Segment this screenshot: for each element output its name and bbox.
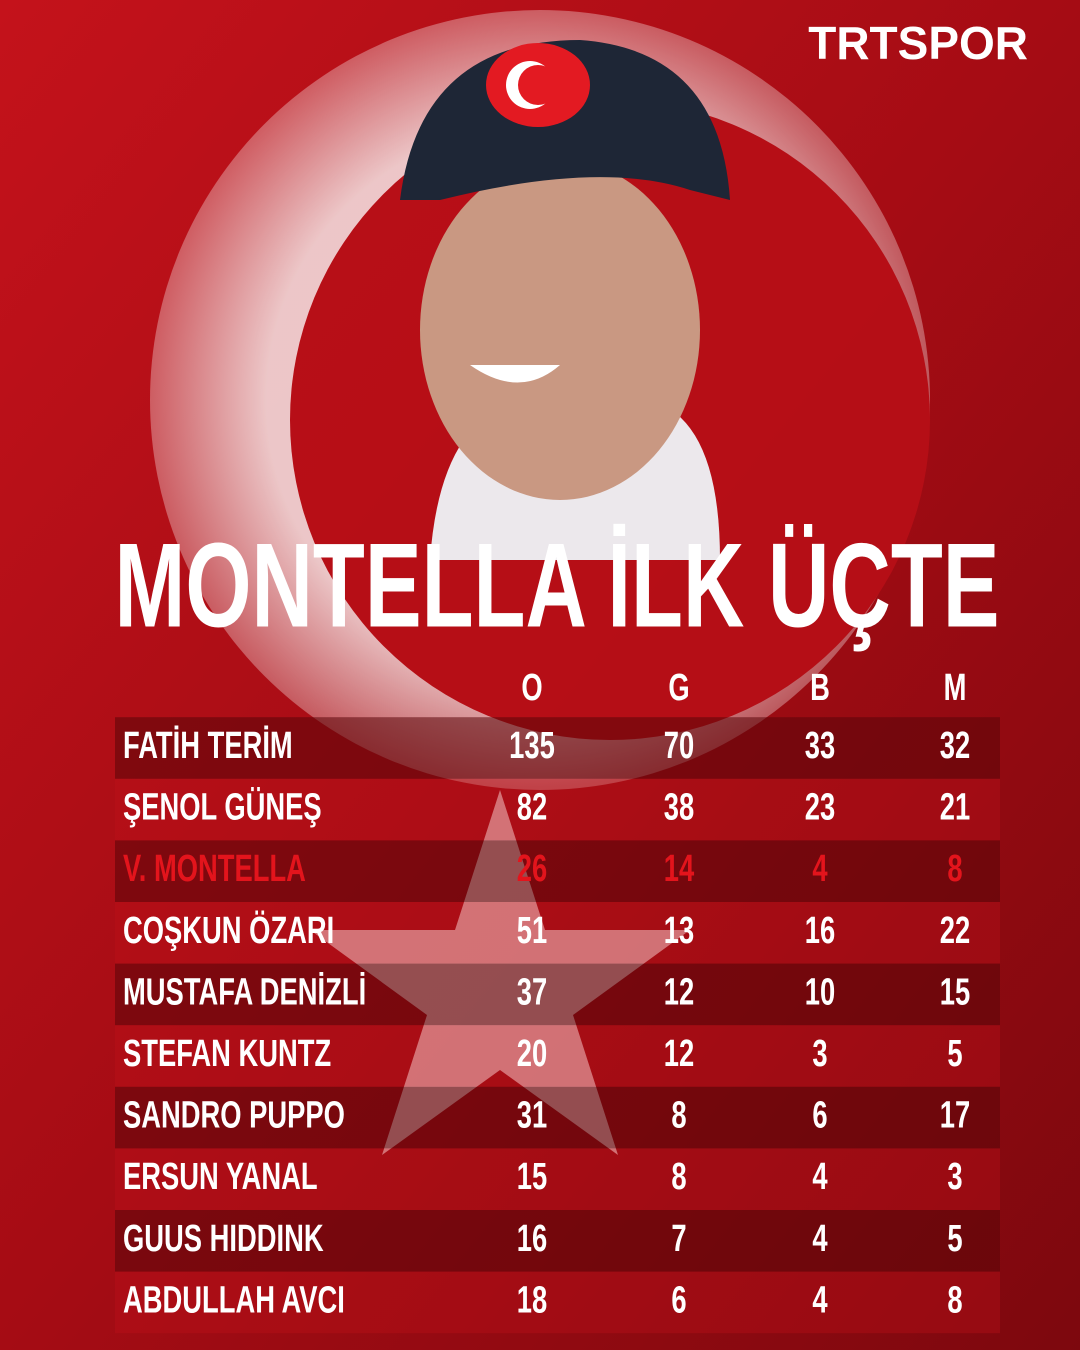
row-band [115, 1210, 1000, 1272]
column-header: B [810, 667, 830, 709]
stat-value: 12 [664, 1033, 694, 1075]
coach-name: COŞKUN ÖZARI [123, 910, 334, 952]
stat-value: 14 [664, 848, 695, 890]
stat-value: 5 [947, 1218, 962, 1260]
coach-photo [400, 40, 730, 560]
column-header: M [944, 667, 967, 709]
stat-value: 6 [812, 1094, 827, 1136]
stat-value: 10 [805, 971, 835, 1013]
stat-value: 38 [664, 786, 694, 828]
row-band [115, 840, 1000, 902]
stat-value: 32 [940, 725, 970, 767]
stat-value: 15 [940, 971, 970, 1013]
stat-value: 26 [517, 848, 547, 890]
coach-name: ERSUN YANAL [123, 1156, 318, 1198]
row-band [115, 1271, 1000, 1334]
stat-value: 23 [805, 786, 835, 828]
stat-value: 4 [812, 1156, 828, 1198]
stat-value: 12 [664, 971, 694, 1013]
stat-value: 16 [517, 1218, 547, 1260]
stat-value: 13 [664, 910, 694, 952]
stat-value: 21 [940, 786, 970, 828]
column-header: G [668, 667, 689, 709]
row-band [115, 963, 1000, 1026]
stat-value: 37 [517, 971, 547, 1013]
stat-value: 18 [517, 1279, 547, 1321]
stat-value: 4 [812, 848, 828, 890]
stat-value: 82 [517, 786, 547, 828]
row-band [115, 1148, 1000, 1210]
stat-value: 6 [671, 1279, 686, 1321]
stat-value: 5 [947, 1033, 962, 1075]
stat-value: 16 [805, 910, 835, 952]
column-header: O [521, 667, 542, 709]
row-band [115, 1025, 1000, 1087]
stat-value: 7 [671, 1218, 686, 1260]
coach-name: V. MONTELLA [123, 848, 306, 890]
coach-name: STEFAN KUNTZ [123, 1033, 331, 1075]
stat-value: 33 [805, 725, 835, 767]
stat-value: 4 [812, 1279, 828, 1321]
stat-value: 3 [947, 1156, 962, 1198]
coach-name: ŞENOL GÜNEŞ [123, 786, 322, 828]
stat-value: 8 [671, 1156, 686, 1198]
stat-value: 70 [664, 725, 694, 767]
coach-name: SANDRO PUPPO [123, 1094, 345, 1136]
stat-value: 22 [940, 910, 970, 952]
stat-value: 51 [517, 910, 547, 952]
stat-value: 135 [509, 725, 555, 767]
stat-value: 8 [671, 1094, 686, 1136]
coach-name: FATİH TERİM [123, 725, 293, 767]
stat-value: 4 [812, 1218, 828, 1260]
stat-value: 15 [517, 1156, 547, 1198]
stat-value: 31 [517, 1094, 547, 1136]
row-band [115, 1086, 1000, 1149]
coach-name: MUSTAFA DENİZLİ [123, 971, 366, 1013]
row-band [115, 902, 1000, 964]
row-band [115, 778, 1000, 841]
stat-value: 17 [940, 1094, 970, 1136]
title: MONTELLA İLK ÜÇTE [115, 519, 1000, 653]
coach-name: GUUS HIDDINK [123, 1218, 324, 1260]
stat-value: 20 [517, 1033, 547, 1075]
stat-value: 8 [947, 1279, 962, 1321]
stat-value: 8 [947, 848, 962, 890]
coach-name: ABDULLAH AVCI [123, 1279, 345, 1321]
brand-logo: TRTSPOR [808, 17, 1028, 69]
stat-value: 3 [812, 1033, 827, 1075]
row-band [115, 717, 1000, 779]
